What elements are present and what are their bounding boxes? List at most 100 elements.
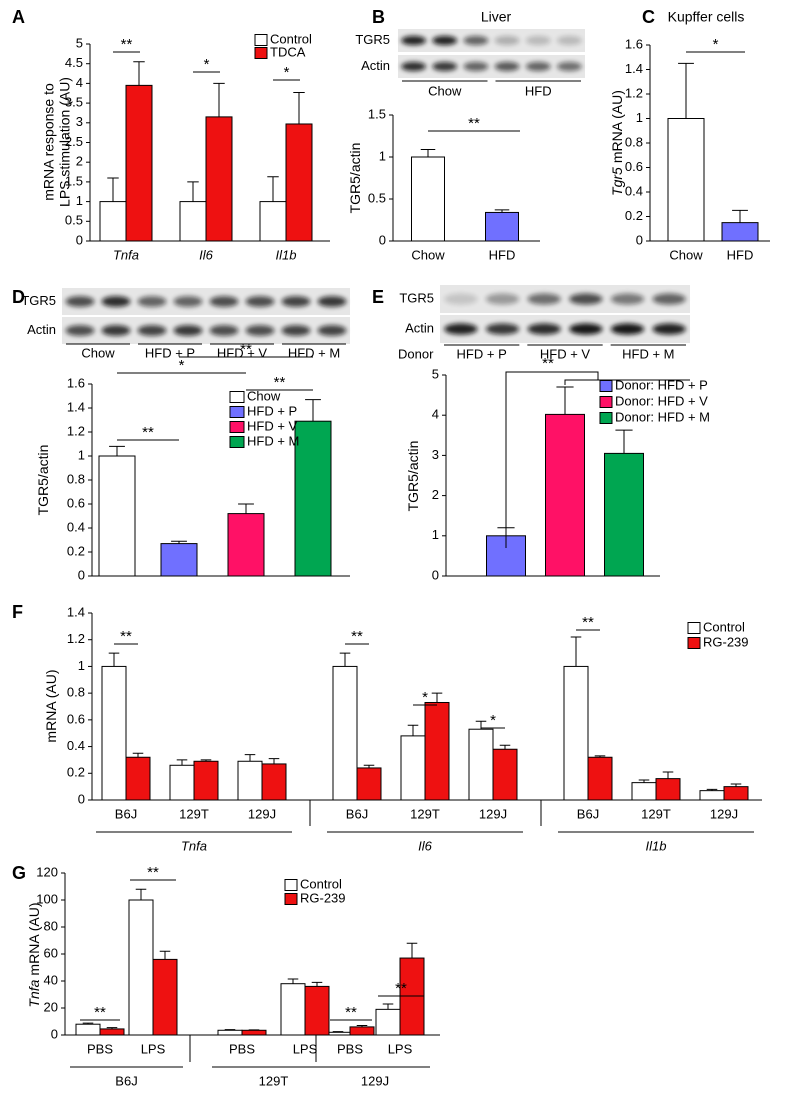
blot-band	[556, 35, 582, 46]
y-tick-label: 0.2	[625, 208, 643, 223]
panel-label: F	[12, 602, 23, 622]
blot-band	[527, 323, 561, 335]
bar	[699, 790, 725, 801]
significance-label: **	[121, 36, 133, 53]
y-axis-label-text: TGR5/actin	[405, 441, 421, 512]
y-axis-label-text: mRNA (AU)	[609, 90, 625, 163]
blot-row-label: Actin	[27, 322, 56, 337]
y-tick-label: 0.8	[625, 134, 643, 149]
error-bar	[431, 692, 443, 703]
bar	[563, 665, 589, 801]
bar	[193, 760, 219, 801]
legend-label: Donor: HFD + V	[615, 393, 708, 408]
y-tick-label: 0.5	[65, 213, 83, 228]
y-tick-label: 5	[432, 366, 439, 381]
bar	[280, 983, 306, 1036]
legend-swatch	[254, 47, 268, 59]
y-tick-label: 0	[379, 232, 386, 247]
bar	[237, 760, 263, 801]
error-bar	[107, 177, 119, 202]
y-tick-label: 80	[44, 918, 58, 933]
bar	[667, 118, 705, 242]
legend-label: HFD + M	[247, 433, 299, 448]
y-tick-label: 1.2	[625, 85, 643, 100]
x-tick-label: B6J	[115, 806, 137, 821]
error-bar	[135, 888, 147, 900]
error-bar	[615, 429, 633, 454]
blot-band	[525, 61, 551, 72]
y-axis-label: TGR5/actin	[405, 441, 421, 512]
significance-label: *	[179, 357, 185, 374]
lane-label: Chow	[428, 83, 462, 98]
x-tick-label: 129J	[710, 806, 738, 821]
blot-band	[137, 296, 167, 307]
panel-label: G	[12, 863, 26, 883]
blot-band	[317, 296, 347, 307]
significance-label: *	[284, 64, 290, 81]
blot-band	[432, 35, 458, 46]
y-axis-label: Tgr5 mRNA (AU)	[609, 90, 625, 196]
bar	[160, 543, 198, 577]
blot-strip	[398, 29, 585, 52]
x-tick-label: LPS	[388, 1041, 413, 1056]
bar	[400, 735, 426, 801]
error-bar	[570, 636, 582, 667]
blot-band	[527, 293, 561, 305]
significance-label: *	[490, 712, 496, 729]
bar	[349, 1026, 375, 1036]
bar	[99, 1028, 125, 1036]
legend-swatch	[599, 380, 613, 392]
bar	[227, 513, 265, 577]
y-axis-label-text: TGR5/actin	[35, 445, 51, 516]
y-axis-label: TGR5/actin	[35, 445, 51, 516]
error-bar	[382, 1003, 394, 1010]
blot-band	[569, 293, 603, 305]
y-tick-label: 0	[76, 232, 83, 247]
legend-label: Control	[300, 876, 342, 891]
y-tick-label: 1	[432, 527, 439, 542]
y-tick-label: 1	[78, 658, 85, 673]
bar	[241, 1029, 267, 1036]
error-bar	[238, 503, 254, 514]
blot-band	[209, 325, 239, 336]
error-bar	[287, 978, 299, 984]
bar	[152, 958, 178, 1036]
blot-band	[173, 296, 203, 307]
legend-swatch	[687, 637, 701, 649]
error-bar	[556, 386, 574, 415]
blot-row-label: TGR5	[355, 32, 390, 47]
y-tick-label: 1.6	[67, 375, 85, 390]
error-bar	[133, 61, 145, 86]
error-bar	[176, 759, 188, 766]
blot-band	[444, 323, 478, 335]
x-tick-label: 129T	[641, 806, 671, 821]
bar	[125, 84, 153, 242]
panel-label: A	[12, 7, 25, 27]
legend-swatch	[254, 34, 268, 46]
blot-band	[281, 325, 311, 336]
bar	[217, 1029, 243, 1036]
legend-swatch	[229, 391, 245, 403]
significance-label: *	[713, 36, 719, 53]
significance-label: **	[120, 628, 132, 645]
x-tick-label: Chow	[411, 247, 445, 262]
lane-label: HFD + P	[145, 345, 195, 360]
error-bar	[678, 62, 694, 119]
blot-band	[494, 61, 520, 72]
bar	[169, 764, 195, 801]
panel-title: Kupffer cells	[668, 9, 745, 25]
legend-label: HFD + V	[247, 418, 298, 433]
y-tick-label: 1.2	[67, 423, 85, 438]
bar	[332, 665, 358, 801]
significance-label: **	[147, 864, 159, 881]
y-tick-label: 0.5	[368, 190, 386, 205]
blot-band	[65, 296, 95, 307]
error-bar	[406, 942, 418, 959]
legend-label: TDCA	[270, 44, 306, 59]
error-bar	[311, 981, 323, 987]
legend-label: Donor: HFD + P	[615, 377, 708, 392]
significance-label: **	[582, 614, 594, 631]
bar	[294, 420, 332, 577]
bar	[285, 123, 313, 242]
